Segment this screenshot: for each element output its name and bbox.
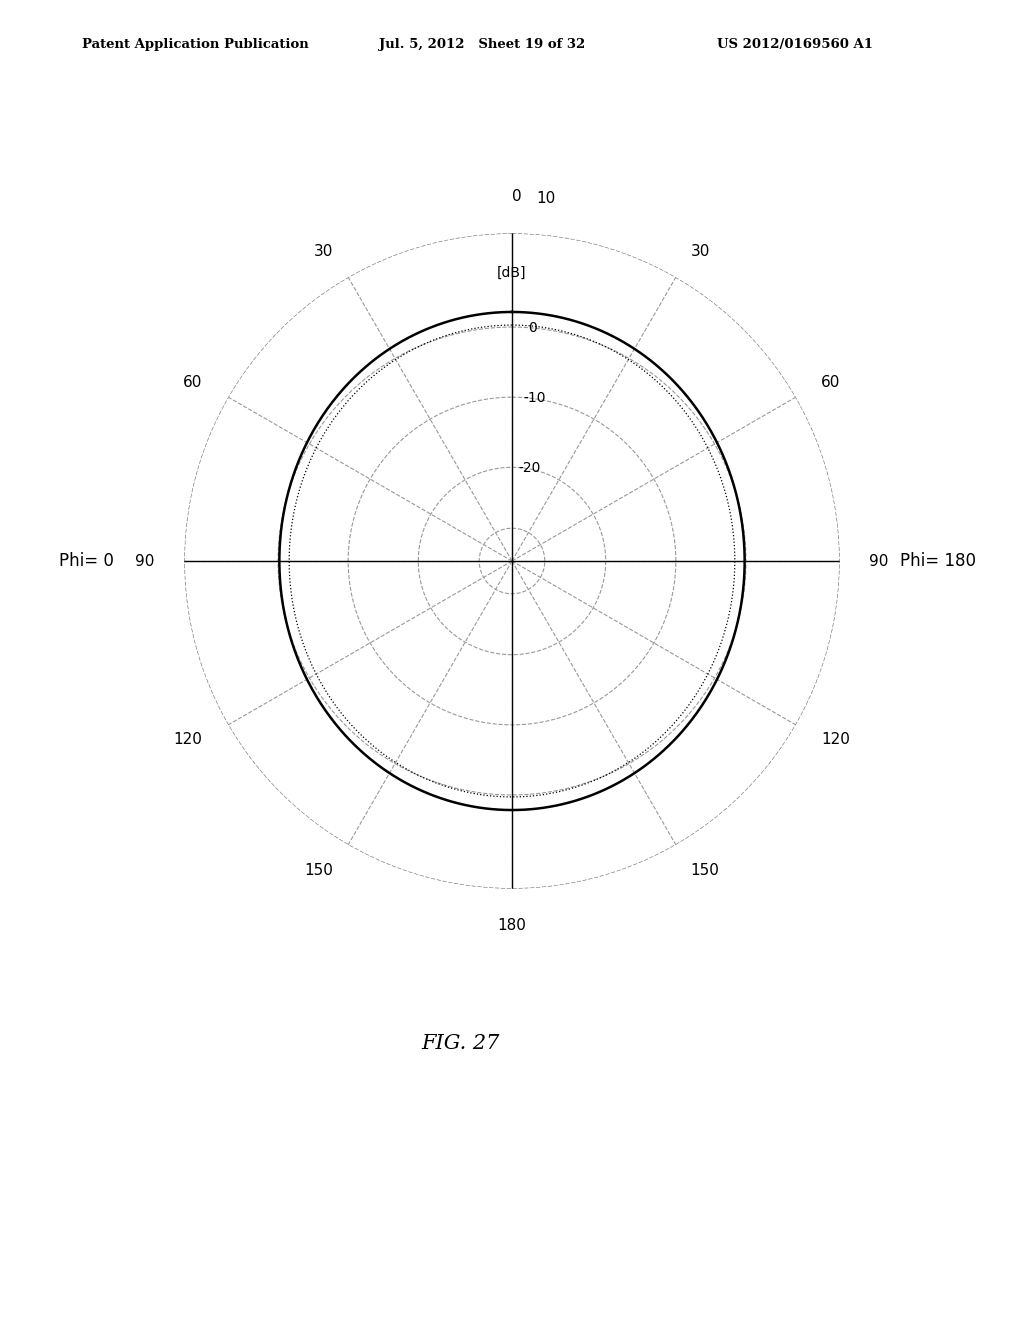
Text: 60: 60 bbox=[183, 375, 203, 389]
Text: -20: -20 bbox=[518, 461, 541, 474]
Text: 150: 150 bbox=[304, 863, 334, 878]
Text: 60: 60 bbox=[821, 375, 841, 389]
Text: 30: 30 bbox=[314, 244, 334, 259]
Text: Patent Application Publication: Patent Application Publication bbox=[82, 37, 308, 50]
Text: 0: 0 bbox=[512, 189, 521, 203]
Text: FIG. 27: FIG. 27 bbox=[422, 1035, 500, 1053]
Text: 180: 180 bbox=[498, 919, 526, 933]
Text: 30: 30 bbox=[690, 244, 710, 259]
Text: Phi= 0: Phi= 0 bbox=[58, 552, 114, 570]
Text: [dB]: [dB] bbox=[498, 265, 526, 280]
Text: 90: 90 bbox=[869, 553, 889, 569]
Text: 120: 120 bbox=[174, 733, 203, 747]
Text: -10: -10 bbox=[523, 391, 546, 404]
Text: 90: 90 bbox=[135, 553, 155, 569]
Text: Phi= 180: Phi= 180 bbox=[900, 552, 976, 570]
Text: 120: 120 bbox=[821, 733, 850, 747]
Text: 0: 0 bbox=[528, 321, 537, 334]
Text: US 2012/0169560 A1: US 2012/0169560 A1 bbox=[717, 37, 872, 50]
Text: 150: 150 bbox=[690, 863, 720, 878]
Text: Jul. 5, 2012   Sheet 19 of 32: Jul. 5, 2012 Sheet 19 of 32 bbox=[379, 37, 585, 50]
Text: 10: 10 bbox=[537, 191, 556, 206]
